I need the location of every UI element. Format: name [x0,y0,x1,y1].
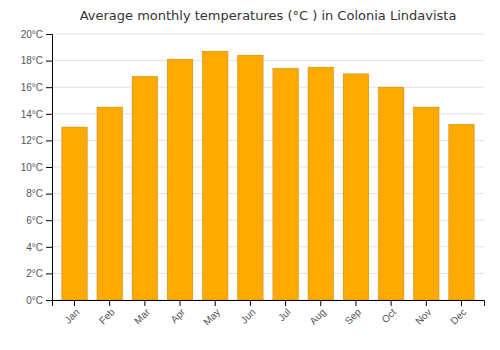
x-tick-mark [250,300,251,306]
y-tick: 2°C [26,268,52,279]
x-tick: May [201,300,222,328]
y-tick: 14°C [21,109,52,120]
y-tick-label: 0°C [26,295,43,306]
y-tick-mark [46,140,52,141]
x-tick: Mar [132,300,152,326]
y-tick-label: 6°C [26,215,43,226]
bar [378,87,403,300]
y-tick-mark [46,247,52,248]
x-tick-mark [109,300,110,306]
y-tick-mark [46,34,52,35]
y-tick-mark [46,273,52,274]
x-tick: Sep [343,300,364,327]
plot: 0°C 2°C 4°C 6°C 8°C 10°C 12°C 14°C 16°C 18°C 20°C J… [21,29,485,328]
x-tick-mark [426,300,427,306]
x-tick-mark [215,300,216,306]
x-tick-mark [461,300,462,306]
y-tick-mark [46,194,52,195]
title: Average monthly temperatures (°C ) in Co… [80,8,457,23]
y-tick: 18°C [21,55,52,66]
chart: 0°C 2°C 4°C 6°C 8°C 10°C 12°C 14°C 16°C 18°C 20°C J… [0,0,500,350]
y-tick: 20°C [21,29,52,40]
y-tick-mark [46,114,52,115]
y-tick-mark [46,87,52,88]
x-tick-label: Aug [307,306,327,326]
bar [62,127,87,300]
bar [203,51,228,300]
y-tick-label: 20°C [21,29,43,40]
x-tick-label: Oct [379,306,398,325]
x-tick-mark [391,300,392,306]
x-tick-label: Nov [413,306,433,326]
bar [449,124,474,300]
y-tick: 12°C [21,135,52,146]
x-tick-mark [180,300,181,306]
x-tick: Feb [97,300,117,326]
bar [132,77,157,300]
x-axis-line [53,301,485,307]
y-axis: 0°C 2°C 4°C 6°C 8°C 10°C 12°C 14°C 16°C 18°C 20°C [21,29,53,306]
x-tick: Nov [413,300,433,327]
y-tick: 4°C [26,242,52,253]
y-tick-label: 2°C [26,268,43,279]
x-axis: Jan Feb Mar Apr May Jun Jul Aug Sep Oct Nov Dec [53,300,485,328]
bar [97,107,122,300]
grid-line [52,87,484,88]
y-tick: 10°C [21,162,52,173]
y-tick-mark [46,220,52,221]
x-tick: Jul [276,300,293,323]
x-tick-mark [355,300,356,306]
bar [238,55,263,300]
grid-line [52,34,484,35]
bars [62,51,474,300]
x-tick-label: Jan [62,306,81,325]
y-tick-label: 12°C [21,135,43,146]
bar [273,69,298,300]
y-tick: 6°C [26,215,52,226]
x-tick-mark [285,300,286,306]
x-tick: Jun [238,300,257,326]
y-tick-label: 4°C [26,242,43,253]
x-tick-mark [320,300,321,306]
x-tick: Dec [448,300,468,327]
x-tick-label: Mar [132,306,152,326]
y-axis-line [46,35,53,301]
x-tick: Apr [168,300,187,325]
y-tick: 8°C [26,188,52,199]
y-tick-label: 10°C [21,162,43,173]
x-tick: Oct [379,300,398,325]
x-tick-label: Dec [448,306,468,326]
x-tick: Jan [62,300,81,326]
x-tick-label: Feb [97,306,117,326]
y-tick: 0°C [26,295,52,306]
y-tick-label: 16°C [21,82,43,93]
y-tick: 16°C [21,82,52,93]
x-tick-mark [74,300,75,306]
bar [343,74,368,300]
x-tick-label: Jun [238,306,257,325]
bar [414,107,439,300]
y-tick-label: 8°C [26,188,43,199]
x-tick-label: Sep [343,306,364,327]
y-tick-label: 18°C [21,55,43,66]
x-tick-mark [144,300,145,306]
x-tick-label: May [201,306,222,327]
x-tick-label: Apr [168,306,187,325]
x-tick-label: Jul [276,306,293,323]
y-tick-mark [46,61,52,62]
grid-line [52,60,484,61]
bar [308,67,333,300]
grid [52,34,484,300]
bar [167,59,192,300]
y-tick-mark [46,300,52,301]
y-tick-label: 14°C [21,109,43,120]
y-tick-mark [46,167,52,168]
x-tick: Aug [307,300,327,327]
